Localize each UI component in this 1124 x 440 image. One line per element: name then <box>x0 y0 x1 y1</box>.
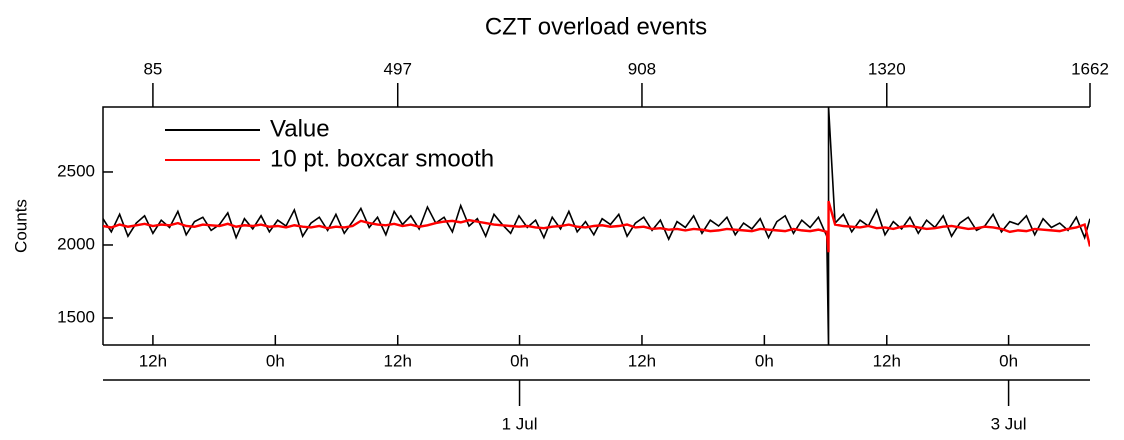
top-tick-label: 497 <box>384 59 412 78</box>
time-tick-label: 12h <box>628 351 656 370</box>
time-tick-label: 12h <box>384 351 412 370</box>
y-tick-label: 1500 <box>57 307 95 326</box>
y-axis-label: Counts <box>11 199 30 253</box>
series-line <box>103 200 1090 253</box>
time-tick-label: 0h <box>999 351 1018 370</box>
time-tick-label: 12h <box>873 351 901 370</box>
top-tick-label: 908 <box>628 59 656 78</box>
time-tick-label: 0h <box>755 351 774 370</box>
plot-area <box>103 107 1090 345</box>
legend-label: 10 pt. boxcar smooth <box>270 145 494 172</box>
plot-frame <box>102 106 1090 345</box>
y-tick-label: 2000 <box>57 234 95 253</box>
time-tick-label: 12h <box>139 351 167 370</box>
y-tick-label: 2500 <box>57 161 95 180</box>
top-tick-label: 1662 <box>1071 59 1109 78</box>
chart-title: CZT overload events <box>485 13 707 40</box>
top-tick-label: 85 <box>143 59 162 78</box>
date-tick-label: 3 Jul <box>991 414 1027 433</box>
top-tick-label: 1320 <box>868 59 906 78</box>
time-tick-label: 0h <box>266 351 285 370</box>
series-line <box>103 107 1090 345</box>
date-tick-label: 1 Jul <box>502 414 538 433</box>
legend-label: Value <box>270 115 330 142</box>
time-tick-label: 0h <box>510 351 529 370</box>
